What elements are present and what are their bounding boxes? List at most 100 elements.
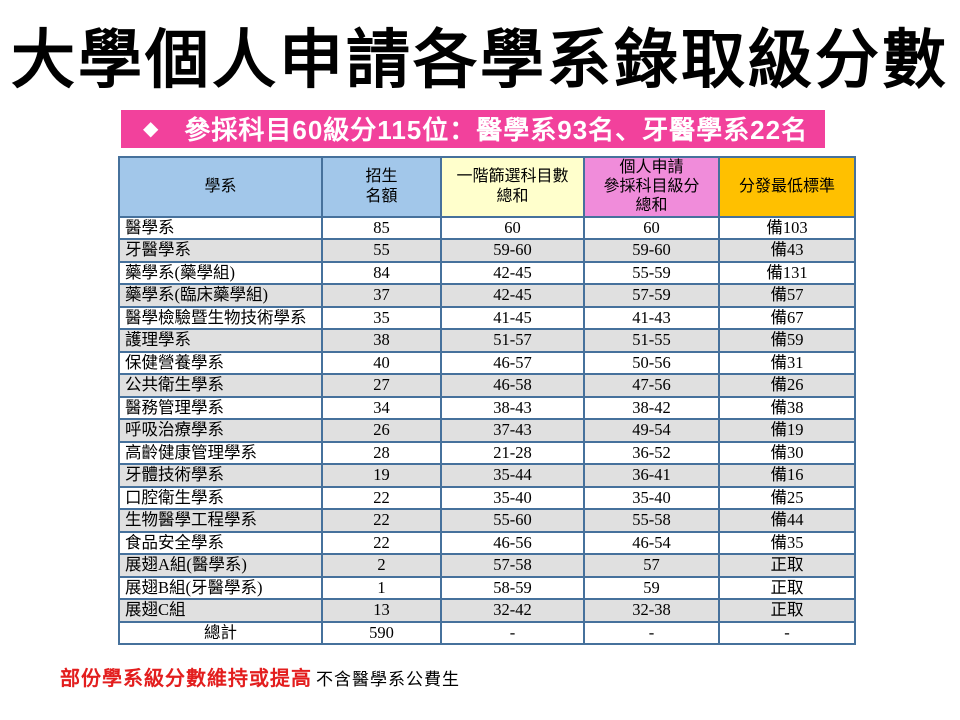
value-cell: 42-45	[440, 283, 585, 308]
value-cell: 55-59	[583, 260, 720, 286]
column-header-3: 個人申請 參採科目級分 總和	[583, 155, 720, 218]
value-cell: 38-43	[440, 395, 585, 421]
value-cell: 35-40	[440, 485, 585, 511]
value-cell: 57-59	[583, 283, 720, 308]
department-cell: 醫學檢驗暨生物技術學系	[118, 305, 323, 331]
value-cell: 37	[321, 283, 442, 308]
table-row: 護理學系 38 51-57 51-55 備59	[118, 328, 856, 353]
value-cell: 46-56	[440, 530, 585, 556]
department-cell: 口腔衛生學系	[118, 485, 323, 511]
table-row: 醫務管理學系 34 38-43 38-42 備38	[118, 395, 856, 421]
value-cell: 55-60	[440, 508, 585, 533]
value-cell: 備16	[718, 463, 856, 488]
value-cell: 26	[321, 418, 442, 443]
value-cell: 590	[321, 620, 442, 646]
table-row: 保健營養學系 40 46-57 50-56 備31	[118, 350, 856, 376]
table-row: 生物醫學工程學系 22 55-60 55-58 備44	[118, 508, 856, 533]
value-cell: 21-28	[440, 440, 585, 466]
value-cell: 備25	[718, 485, 856, 511]
value-cell: 51-57	[440, 328, 585, 353]
table-row: 高齡健康管理學系 28 21-28 36-52 備30	[118, 440, 856, 466]
value-cell: 36-41	[583, 463, 720, 488]
value-cell: 19	[321, 463, 442, 488]
value-cell: 58-59	[440, 575, 585, 601]
value-cell: 49-54	[583, 418, 720, 443]
table-row: 牙醫學系 55 59-60 59-60 備43	[118, 238, 856, 263]
value-cell: 1	[321, 575, 442, 601]
table-row: 展翅B組(牙醫學系) 1 58-59 59 正取	[118, 575, 856, 601]
value-cell: 備19	[718, 418, 856, 443]
value-cell: 34	[321, 395, 442, 421]
value-cell: -	[440, 620, 585, 646]
column-header-0: 學系	[118, 155, 323, 218]
department-cell: 牙體技術學系	[118, 463, 323, 488]
value-cell: 51-55	[583, 328, 720, 353]
value-cell: 35	[321, 305, 442, 331]
department-cell: 展翅A組(醫學系)	[118, 553, 323, 578]
column-header-2: 一階篩選科目數 總和	[440, 155, 585, 218]
value-cell: 41-43	[583, 305, 720, 331]
value-cell: 32-38	[583, 598, 720, 623]
table-row: 食品安全學系 22 46-56 46-54 備35	[118, 530, 856, 556]
column-header-1: 招生 名額	[321, 155, 442, 218]
footer-note: 部份學系級分數維持或提高 不含醫學系公費生	[60, 662, 960, 691]
column-header-4: 分發最低標準	[718, 155, 856, 218]
value-cell: 35-44	[440, 463, 585, 488]
value-cell: 55	[321, 238, 442, 263]
value-cell: 55-58	[583, 508, 720, 533]
value-cell: 59-60	[440, 238, 585, 263]
value-cell: -	[718, 620, 856, 646]
value-cell: 2	[321, 553, 442, 578]
value-cell: 備67	[718, 305, 856, 331]
value-cell: 正取	[718, 553, 856, 578]
value-cell: 備35	[718, 530, 856, 556]
value-cell: 46-58	[440, 373, 585, 398]
value-cell: 27	[321, 373, 442, 398]
value-cell: 57	[583, 553, 720, 578]
value-cell: 85	[321, 215, 442, 241]
value-cell: 42-45	[440, 260, 585, 286]
value-cell: 28	[321, 440, 442, 466]
banner-text: 參採科目60級分115位：醫學系93名、牙醫學系22名	[184, 115, 809, 146]
value-cell: 37-43	[440, 418, 585, 443]
value-cell: 備103	[718, 215, 856, 241]
value-cell: 57-58	[440, 553, 585, 578]
value-cell: 13	[321, 598, 442, 623]
value-cell: 22	[321, 485, 442, 511]
value-cell: 正取	[718, 598, 856, 623]
value-cell: -	[583, 620, 720, 646]
department-cell: 生物醫學工程學系	[118, 508, 323, 533]
value-cell: 46-54	[583, 530, 720, 556]
value-cell: 47-56	[583, 373, 720, 398]
value-cell: 46-57	[440, 350, 585, 376]
value-cell: 38-42	[583, 395, 720, 421]
page-title: 大學個人申請各學系錄取級分數	[11, 24, 949, 96]
value-cell: 備131	[718, 260, 856, 286]
footer-plain-text: 不含醫學系公費生	[316, 670, 460, 690]
value-cell: 35-40	[583, 485, 720, 511]
value-cell: 備59	[718, 328, 856, 353]
table-row: 呼吸治療學系 26 37-43 49-54 備19	[118, 418, 856, 443]
table-body: 醫學系 85 60 60 備103 牙醫學系 55 59-60 59-60 備43 藥學系(藥學組)…	[118, 215, 856, 646]
value-cell: 36-52	[583, 440, 720, 466]
value-cell: 60	[583, 215, 720, 241]
value-cell: 備44	[718, 508, 856, 533]
value-cell: 59-60	[583, 238, 720, 263]
table-row: 公共衛生學系 27 46-58 47-56 備26	[118, 373, 856, 398]
table-row: 醫學檢驗暨生物技術學系 35 41-45 41-43 備67	[118, 305, 856, 331]
value-cell: 備57	[718, 283, 856, 308]
department-cell: 展翅B組(牙醫學系)	[118, 575, 323, 601]
value-cell: 84	[321, 260, 442, 286]
table-row: 展翅C組 13 32-42 32-38 正取	[118, 598, 856, 623]
table-row: 展翅A組(醫學系) 2 57-58 57 正取	[118, 553, 856, 578]
department-cell: 醫學系	[118, 215, 323, 241]
department-cell: 總計	[118, 620, 323, 646]
value-cell: 60	[440, 215, 585, 241]
table-row: 牙體技術學系 19 35-44 36-41 備16	[118, 463, 856, 488]
value-cell: 32-42	[440, 598, 585, 623]
table-row: 藥學系(臨床藥學組) 37 42-45 57-59 備57	[118, 283, 856, 308]
department-cell: 藥學系(臨床藥學組)	[118, 283, 323, 308]
department-cell: 公共衛生學系	[118, 373, 323, 398]
department-cell: 牙醫學系	[118, 238, 323, 263]
value-cell: 備26	[718, 373, 856, 398]
